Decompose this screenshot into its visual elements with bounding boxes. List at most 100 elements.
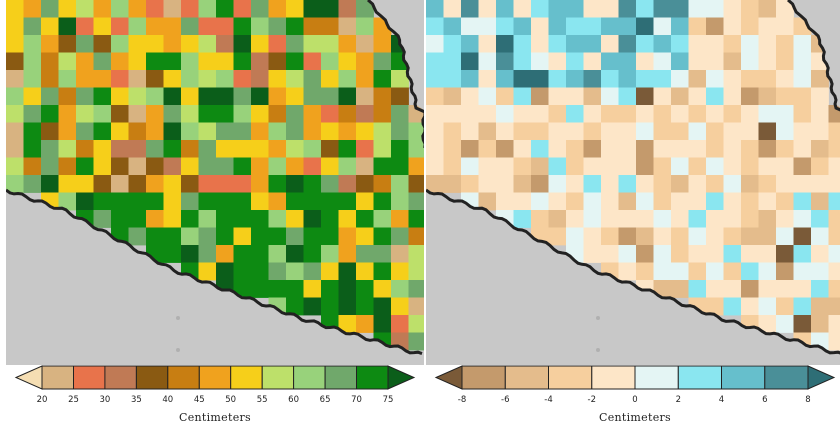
grid-cell (443, 105, 462, 123)
grid-cell (286, 52, 304, 71)
grid-cell (548, 122, 567, 141)
grid-cell (513, 175, 532, 193)
grid-cell (6, 157, 24, 176)
grid-cell (531, 35, 549, 53)
grid-cell (776, 297, 794, 316)
grid-cell (496, 70, 514, 88)
grid-cell (338, 262, 357, 281)
sea-marker (596, 316, 600, 320)
grid-cell (338, 70, 357, 88)
grid-cell (146, 105, 164, 123)
grid-cell (426, 17, 444, 36)
colorbar-tick-label: -4 (544, 395, 553, 405)
grid-cell (706, 70, 724, 88)
grid-cell (706, 122, 724, 141)
grid-cell (601, 35, 619, 53)
grid-cell (286, 140, 304, 158)
grid-cell (513, 192, 532, 211)
colorbar-tick-label: 45 (193, 395, 205, 405)
grid-cell (583, 17, 602, 36)
grid-cell (268, 52, 287, 71)
grid-cell (583, 210, 602, 228)
grid-cell (373, 52, 392, 71)
grid-cell (391, 175, 409, 193)
grid-cell (443, 0, 462, 18)
grid-cell (216, 262, 234, 281)
grid-cell (93, 192, 112, 211)
grid-cell (181, 52, 199, 71)
grid-cell (251, 192, 269, 211)
grid-cell (636, 192, 654, 211)
grid-cell (216, 35, 234, 53)
grid-cell (688, 35, 707, 53)
grid-cell (303, 0, 322, 18)
grid-cell (198, 52, 217, 71)
colorbar-tick-label: 8 (805, 395, 811, 405)
grid-cell (373, 280, 392, 298)
grid-cell (811, 297, 829, 316)
grid-cell (776, 35, 794, 53)
grid-cell (776, 227, 794, 246)
grid-cell (688, 17, 707, 36)
grid-cell (163, 157, 182, 176)
grid-cell (601, 157, 619, 176)
grid-cell (163, 52, 182, 71)
grid-cell (128, 52, 147, 71)
grid-cell (408, 227, 424, 246)
grid-cell (128, 192, 147, 211)
grid-cell (513, 105, 532, 123)
grid-cell (356, 210, 374, 228)
grid-cell (338, 17, 357, 36)
grid-cell (443, 52, 462, 71)
grid-cell (618, 0, 637, 18)
grid-cell (303, 105, 322, 123)
grid-cell (181, 192, 199, 211)
grid-cell (76, 192, 94, 211)
colorbar-tick-label: 30 (99, 395, 111, 405)
grid-cell (706, 87, 724, 106)
grid-cell (41, 122, 59, 141)
grid-cell (373, 227, 392, 246)
grid-cell (111, 157, 129, 176)
grid-cell (146, 210, 164, 228)
grid-cell (776, 52, 794, 71)
grid-cell (321, 105, 339, 123)
grid-cell (548, 17, 567, 36)
colorbar-swatch (504, 365, 550, 390)
grid-cell (776, 87, 794, 106)
grid-cell (758, 315, 777, 333)
grid-cell (251, 210, 269, 228)
grid-cell (583, 175, 602, 193)
grid-cell (146, 52, 164, 71)
grid-cell (233, 17, 252, 36)
colorbar-swatch (548, 365, 593, 390)
grid-cell (496, 192, 514, 211)
grid-cell (146, 157, 164, 176)
grid-cell (531, 87, 549, 106)
grid-cell (671, 140, 689, 158)
grid-cell (653, 87, 672, 106)
grid-cell (146, 175, 164, 193)
grid-cell (566, 70, 584, 88)
grid-cell (548, 0, 567, 18)
grid-cell (251, 35, 269, 53)
grid-cell (723, 87, 742, 106)
grid-cell (601, 140, 619, 158)
grid-cell (741, 280, 759, 298)
grid-cell (793, 122, 812, 141)
grid-cell (233, 157, 252, 176)
grid-cell (723, 105, 742, 123)
grid-cell (216, 210, 234, 228)
grid-cell (723, 262, 742, 281)
grid-cell (286, 262, 304, 281)
grid-cell (461, 35, 479, 53)
grid-cell (268, 140, 287, 158)
grid-cell (758, 140, 777, 158)
grid-cell (111, 210, 129, 228)
grid-cell (58, 70, 77, 88)
grid-cell (828, 297, 840, 316)
grid-cell (181, 35, 199, 53)
grid-cell (636, 52, 654, 71)
grid-cell (286, 297, 304, 316)
grid-cell (723, 17, 742, 36)
